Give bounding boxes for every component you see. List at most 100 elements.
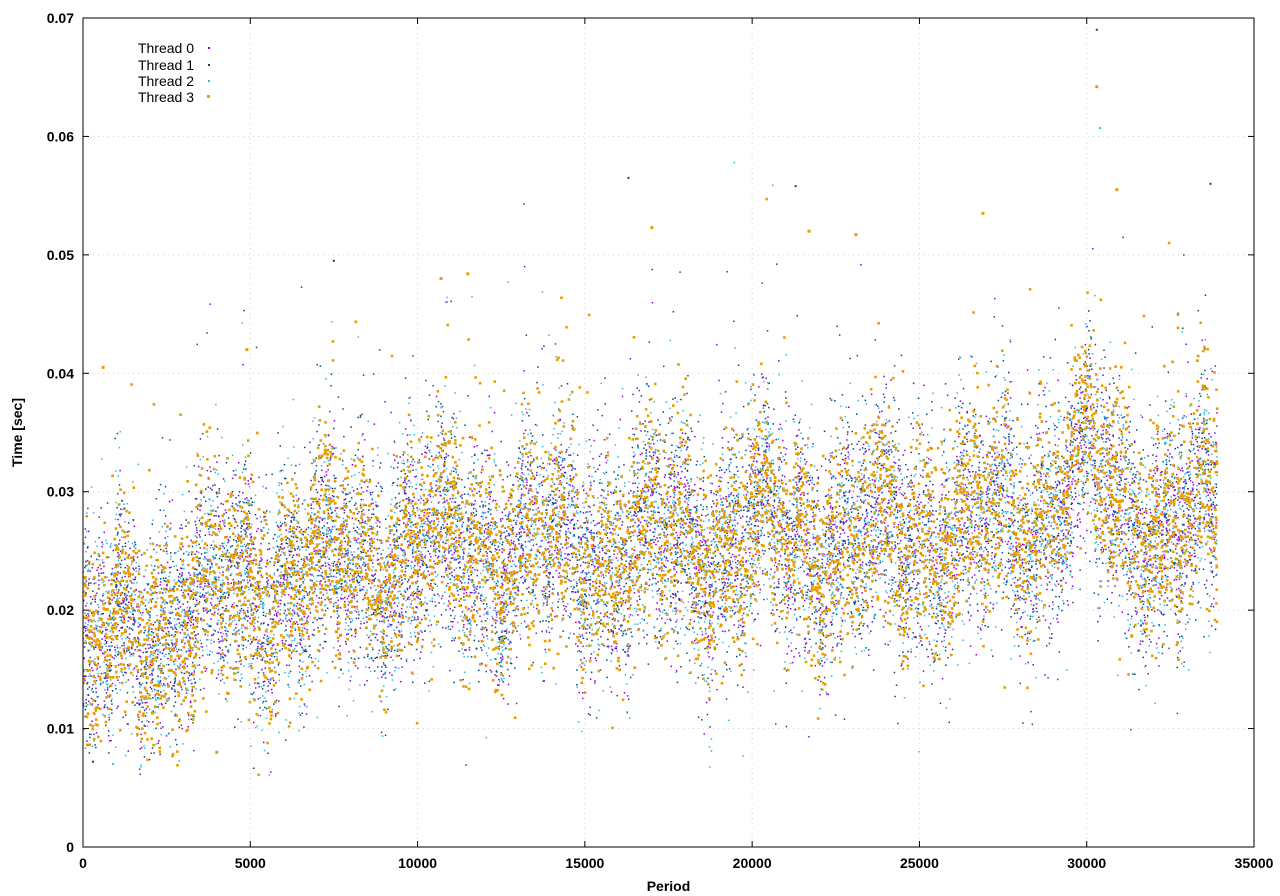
data-point (651, 494, 654, 496)
data-point (619, 418, 621, 421)
data-point (340, 532, 342, 535)
data-point (629, 563, 632, 565)
data-point (248, 560, 250, 563)
data-point (339, 563, 341, 566)
data-point (532, 509, 534, 511)
data-point (592, 573, 595, 575)
data-point (1100, 436, 1103, 439)
data-point (255, 687, 257, 689)
data-point (721, 528, 723, 530)
data-point (481, 465, 484, 468)
data-point (757, 449, 760, 451)
data-point (574, 515, 576, 517)
data-point (900, 503, 903, 505)
data-point (407, 597, 409, 599)
data-point (1047, 577, 1049, 579)
data-point (420, 520, 423, 522)
data-point (846, 598, 848, 600)
data-point (443, 517, 445, 520)
data-point (714, 670, 716, 672)
data-point (1005, 447, 1007, 450)
data-point (860, 489, 862, 491)
data-point (281, 639, 284, 642)
data-point (427, 529, 430, 532)
data-point (204, 582, 206, 585)
data-point (654, 577, 656, 580)
data-point (956, 551, 958, 553)
data-point (902, 454, 904, 456)
data-point (85, 627, 87, 630)
data-point (1201, 422, 1203, 424)
data-point (191, 615, 194, 618)
data-point (895, 490, 897, 493)
data-point (828, 545, 831, 547)
data-point (733, 320, 735, 323)
data-point (1113, 405, 1115, 408)
data-point (422, 639, 424, 641)
data-point (730, 492, 733, 494)
data-point (366, 680, 368, 682)
data-point (830, 473, 832, 475)
data-point (645, 452, 647, 454)
data-point (1036, 552, 1038, 554)
data-point (108, 579, 110, 582)
data-point (893, 547, 896, 550)
data-point (123, 644, 125, 647)
data-point (867, 607, 869, 609)
data-point (758, 554, 760, 557)
data-point (745, 494, 748, 496)
data-point (205, 609, 207, 612)
data-point (765, 445, 768, 447)
data-point (696, 520, 699, 522)
data-point (691, 592, 693, 594)
data-point (640, 492, 643, 494)
data-point (85, 702, 87, 704)
data-point (1118, 444, 1120, 446)
data-point (841, 620, 844, 622)
data-point (1036, 568, 1038, 570)
data-point (1075, 496, 1077, 498)
data-point (269, 618, 272, 620)
data-point (1049, 510, 1052, 512)
data-point (152, 710, 154, 712)
data-point (1157, 609, 1159, 611)
data-point (597, 566, 599, 568)
data-point (505, 630, 508, 632)
data-point (1187, 525, 1189, 528)
data-point (583, 657, 585, 659)
data-point (1118, 481, 1121, 483)
data-point (620, 605, 622, 607)
data-point (103, 653, 105, 655)
data-point (263, 516, 265, 518)
data-point (1184, 480, 1186, 482)
data-point (1134, 440, 1136, 443)
data-point (668, 501, 670, 504)
data-point (265, 487, 267, 489)
data-point (638, 591, 640, 593)
data-point (234, 548, 237, 551)
data-point (775, 530, 777, 533)
data-point (570, 580, 572, 582)
data-point (1152, 475, 1155, 477)
data-point (173, 682, 176, 684)
data-point (199, 595, 201, 597)
data-point (968, 619, 971, 621)
data-point (275, 713, 277, 715)
data-point (327, 469, 329, 471)
data-point (884, 620, 887, 622)
data-point (1016, 633, 1019, 636)
data-point (828, 518, 831, 521)
data-point (545, 574, 548, 577)
data-point (686, 470, 689, 472)
data-point (168, 623, 171, 625)
data-point (669, 478, 672, 480)
data-point (1082, 496, 1085, 499)
data-point (1204, 385, 1206, 387)
data-point (566, 448, 568, 451)
data-point (1063, 521, 1065, 523)
data-point (742, 515, 744, 518)
data-point (523, 620, 526, 623)
data-point (919, 626, 922, 628)
data-point (1199, 427, 1201, 429)
data-point (281, 543, 283, 545)
